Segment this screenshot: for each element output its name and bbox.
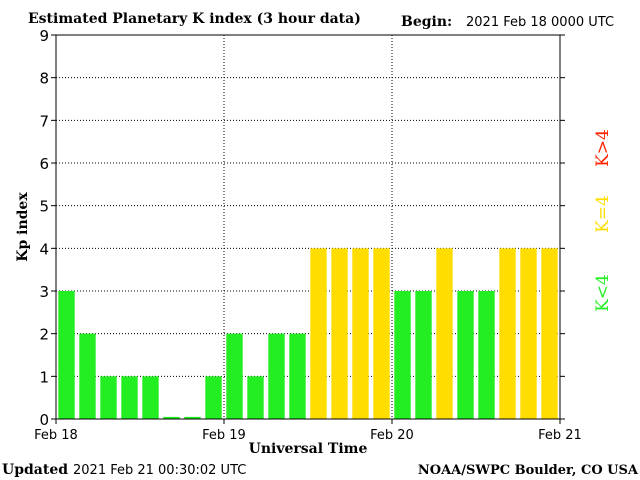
y-tick-label: 9 <box>39 27 49 45</box>
kp-bar <box>58 291 75 419</box>
x-tick-label: Feb 18 <box>34 428 78 443</box>
x-tick-label: Feb 20 <box>370 428 414 443</box>
y-tick-label: 3 <box>39 283 49 301</box>
source-credit: NOAA/SWPC Boulder, CO USA <box>418 463 639 478</box>
kp-bar <box>499 248 516 419</box>
kp-bar <box>478 291 495 419</box>
y-tick-label: 1 <box>39 368 49 386</box>
legend-equal-4: K=4 <box>593 195 613 233</box>
kp-bar <box>289 333 306 419</box>
kp-bar <box>226 333 243 419</box>
kp-bar <box>268 333 285 419</box>
x-axis-label: Universal Time <box>249 441 368 457</box>
y-axis-label: Kp index <box>15 192 31 262</box>
kp-bar <box>100 376 117 419</box>
kp-bar <box>457 291 474 419</box>
updated-value: 2021 Feb 21 00:30:02 UTC <box>73 463 246 478</box>
kp-bar <box>142 376 159 419</box>
kp-bar <box>331 248 348 419</box>
kp-bar <box>352 248 369 419</box>
kp-bar <box>520 248 537 419</box>
y-tick-label: 8 <box>39 70 49 88</box>
chart-title: Estimated Planetary K index (3 hour data… <box>28 11 361 27</box>
kp-bar <box>247 376 264 419</box>
kp-bar <box>205 376 222 419</box>
legend-above-4: K>4 <box>593 129 613 167</box>
kp-bar <box>310 248 327 419</box>
y-tick-label: 6 <box>39 155 49 173</box>
legend-below-4: K<4 <box>593 274 613 312</box>
y-tick-label: 7 <box>39 112 49 130</box>
y-tick-label: 2 <box>39 326 49 344</box>
bars <box>58 248 558 419</box>
plot-frame <box>55 34 561 420</box>
kp-bar <box>163 416 180 419</box>
x-tick-label: Feb 19 <box>202 428 246 443</box>
y-axis-ticks: 0 1 2 3 4 5 6 7 8 9 <box>39 27 565 429</box>
y-tick-label: 0 <box>39 411 49 429</box>
kp-bar <box>541 248 558 419</box>
begin-value: 2021 Feb 18 0000 UTC <box>466 15 614 30</box>
x-tick-label: Feb 21 <box>538 428 582 443</box>
kp-bar <box>184 416 201 419</box>
kp-bar <box>415 291 432 419</box>
kp-bar <box>79 333 96 419</box>
x-axis-ticks: Feb 18 Feb 19 Feb 20 Feb 21 <box>34 419 582 443</box>
begin-label: Begin: <box>401 14 452 30</box>
kp-bar <box>436 248 453 419</box>
updated-label: Updated <box>2 462 68 478</box>
y-tick-label: 5 <box>39 198 49 216</box>
y-tick-label: 4 <box>39 240 49 258</box>
kp-bar <box>121 376 138 419</box>
grid-lines <box>56 35 560 419</box>
kp-bar <box>373 248 390 419</box>
kp-bar <box>394 291 411 419</box>
